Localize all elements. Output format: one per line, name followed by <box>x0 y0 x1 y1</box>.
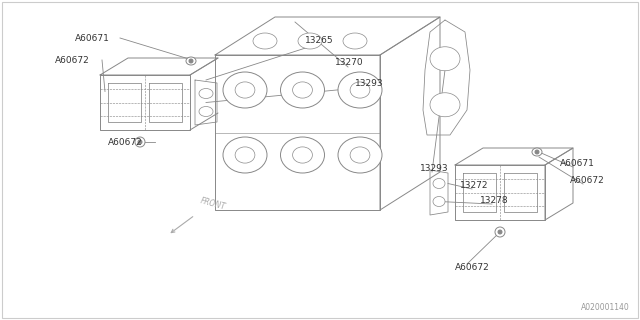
Text: A60672: A60672 <box>108 138 143 147</box>
Text: A60671: A60671 <box>75 34 110 43</box>
Ellipse shape <box>280 72 324 108</box>
Ellipse shape <box>433 196 445 206</box>
Ellipse shape <box>433 179 445 188</box>
Ellipse shape <box>338 72 382 108</box>
Ellipse shape <box>298 33 322 49</box>
Text: 13278: 13278 <box>480 196 509 204</box>
Ellipse shape <box>189 59 193 63</box>
Text: 13270: 13270 <box>335 58 364 67</box>
Ellipse shape <box>343 33 367 49</box>
Ellipse shape <box>235 147 255 163</box>
Text: 13265: 13265 <box>305 36 333 44</box>
Text: 13272: 13272 <box>460 180 488 189</box>
Ellipse shape <box>430 93 460 117</box>
Ellipse shape <box>535 150 539 154</box>
Ellipse shape <box>199 89 213 99</box>
Ellipse shape <box>223 72 267 108</box>
Ellipse shape <box>338 137 382 173</box>
Ellipse shape <box>253 33 277 49</box>
Text: 13293: 13293 <box>420 164 449 172</box>
Text: 13293: 13293 <box>355 78 383 87</box>
Text: A020001140: A020001140 <box>581 303 630 312</box>
Ellipse shape <box>223 137 267 173</box>
Ellipse shape <box>235 82 255 98</box>
Ellipse shape <box>135 137 145 147</box>
Text: A60672: A60672 <box>570 175 605 185</box>
Text: A60672: A60672 <box>55 55 90 65</box>
Ellipse shape <box>292 82 312 98</box>
Ellipse shape <box>430 47 460 71</box>
Ellipse shape <box>138 140 142 144</box>
Text: A60671: A60671 <box>560 158 595 167</box>
Ellipse shape <box>495 227 505 237</box>
Ellipse shape <box>350 147 370 163</box>
Ellipse shape <box>292 147 312 163</box>
Ellipse shape <box>498 230 502 234</box>
Ellipse shape <box>199 107 213 116</box>
Ellipse shape <box>532 148 542 156</box>
Ellipse shape <box>280 137 324 173</box>
Ellipse shape <box>350 82 370 98</box>
Ellipse shape <box>186 57 196 65</box>
Text: A60672: A60672 <box>455 262 490 271</box>
Text: FRONT: FRONT <box>199 196 227 212</box>
